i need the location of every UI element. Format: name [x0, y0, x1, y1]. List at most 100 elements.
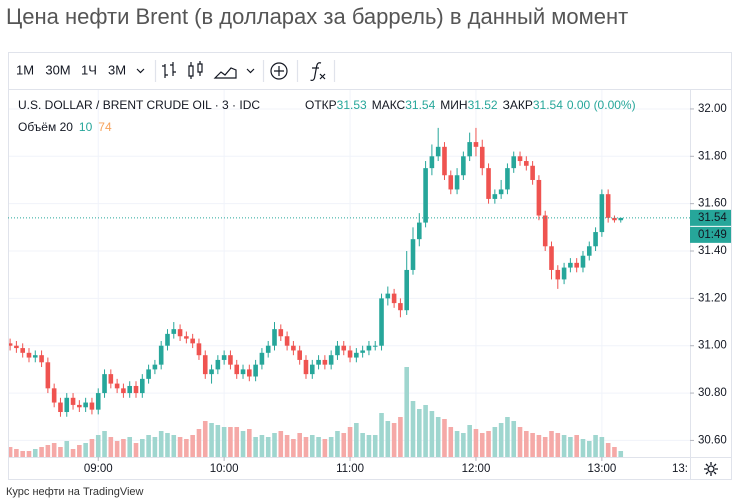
volume-bar: [612, 447, 617, 457]
candle-body: [391, 293, 397, 304]
volume-bar: [316, 437, 321, 457]
candle-body: [32, 355, 38, 358]
volume-bar: [202, 421, 208, 457]
candle-body: [259, 352, 265, 365]
volume-bar: [574, 435, 579, 457]
volume-bar: [498, 423, 504, 457]
candle-body: [303, 359, 309, 375]
compare-plus: [274, 66, 284, 76]
candle-body: [492, 194, 498, 199]
ohlc-value: 31.52: [468, 98, 498, 112]
candle-body: [278, 329, 284, 337]
settings-icon[interactable]: [704, 462, 718, 476]
volume-bar: [51, 443, 57, 457]
footer: Курс нефти на TradingView: [6, 486, 144, 498]
bars-icon[interactable]: [162, 62, 176, 78]
interval-button[interactable]: 3М: [108, 62, 126, 77]
volume-bar: [391, 423, 397, 457]
candle-body: [473, 142, 479, 147]
candle-body: [9, 343, 13, 346]
candle-body: [297, 350, 302, 360]
interval-button[interactable]: 1Ч: [81, 62, 97, 77]
y-tick-label: 30.60: [698, 434, 727, 446]
volume-bar: [127, 437, 133, 457]
candle-body: [574, 262, 579, 268]
candle-body: [247, 369, 252, 377]
candle-body: [322, 359, 328, 365]
candles-icon[interactable]: [188, 61, 203, 79]
candle-body: [505, 168, 510, 190]
interval-button[interactable]: 30М: [45, 62, 70, 77]
volume-bar: [416, 409, 422, 457]
y-tick-label: 31.20: [698, 292, 727, 304]
candle-body: [14, 345, 19, 349]
candle-body: [612, 217, 617, 221]
candle-body: [385, 293, 391, 299]
volume-bar: [467, 425, 472, 457]
volume-bar: [83, 443, 88, 457]
candle-body: [542, 215, 548, 247]
volume-bar: [524, 431, 529, 457]
page-title: Цена нефти Brent (в долларах за баррель)…: [6, 4, 628, 29]
candle-body: [605, 194, 611, 218]
volume-bar: [360, 433, 365, 457]
interval-dropdown[interactable]: [136, 68, 145, 74]
last-price-label: 31.54: [698, 212, 727, 224]
y-tick-label: 31.40: [698, 245, 727, 257]
candle-body: [228, 355, 233, 365]
candle-body: [253, 364, 258, 377]
candle-body: [410, 239, 416, 270]
ohlc-value: 31.53: [337, 98, 367, 112]
interval-button[interactable]: 1М: [16, 62, 34, 77]
candle-body: [234, 364, 240, 375]
volume-bar: [461, 433, 466, 457]
candle-body: [536, 179, 542, 216]
volume-bar: [561, 435, 567, 457]
change-value: 0.00 (0.00%): [567, 98, 636, 112]
volume-legend-value: 74: [98, 120, 112, 134]
ohlc-legend: ОТКР31.53 МАКС31.54 МИН31.52 ЗАКР31.54 0.00 …: [305, 98, 636, 112]
volume-bar: [303, 437, 309, 457]
compare-icon[interactable]: [270, 62, 288, 80]
volume-bar: [253, 437, 258, 457]
candle-body: [70, 397, 76, 405]
volume-bar: [354, 423, 359, 457]
candle-body: [586, 246, 592, 256]
candle-body: [599, 194, 605, 233]
candle-body: [309, 364, 315, 375]
volume-bar: [568, 437, 573, 457]
volume-bar: [372, 435, 378, 457]
indicators-icon[interactable]: [310, 62, 326, 81]
volume-bar: [265, 437, 271, 457]
chart-type-dropdown[interactable]: [246, 68, 255, 74]
candle-body: [89, 402, 95, 410]
volume-bar: [196, 429, 202, 457]
volume-bar: [473, 429, 479, 457]
volume-bar: [454, 431, 460, 457]
x-tick-label: 09:00: [84, 463, 113, 475]
volume-bar: [291, 439, 296, 457]
volume-bar: [398, 417, 403, 457]
candle-body: [435, 146, 441, 157]
candle-body: [177, 329, 183, 337]
volume-bar: [108, 437, 114, 457]
volume-bar: [158, 431, 164, 457]
area-icon[interactable]: [213, 67, 237, 79]
ohlc-label: МАКС: [372, 98, 406, 112]
y-tick-label: 31.80: [698, 150, 727, 162]
volume-bar: [45, 445, 51, 457]
volume-bar: [599, 437, 605, 457]
x-tick-label-cut: 13:: [672, 463, 688, 475]
candle-body: [524, 161, 529, 166]
volume-bar: [435, 417, 441, 457]
candle-body: [190, 338, 195, 344]
volume-bar: [184, 439, 189, 457]
volume-legend-value: 10: [79, 120, 93, 134]
candle-body: [108, 374, 114, 384]
candle-body: [196, 343, 202, 356]
volume-bar: [492, 427, 498, 457]
volume-bar: [442, 419, 447, 457]
candle-body: [366, 345, 372, 351]
ohlc-label: МИН: [440, 98, 467, 112]
volume-bar: [423, 405, 428, 457]
